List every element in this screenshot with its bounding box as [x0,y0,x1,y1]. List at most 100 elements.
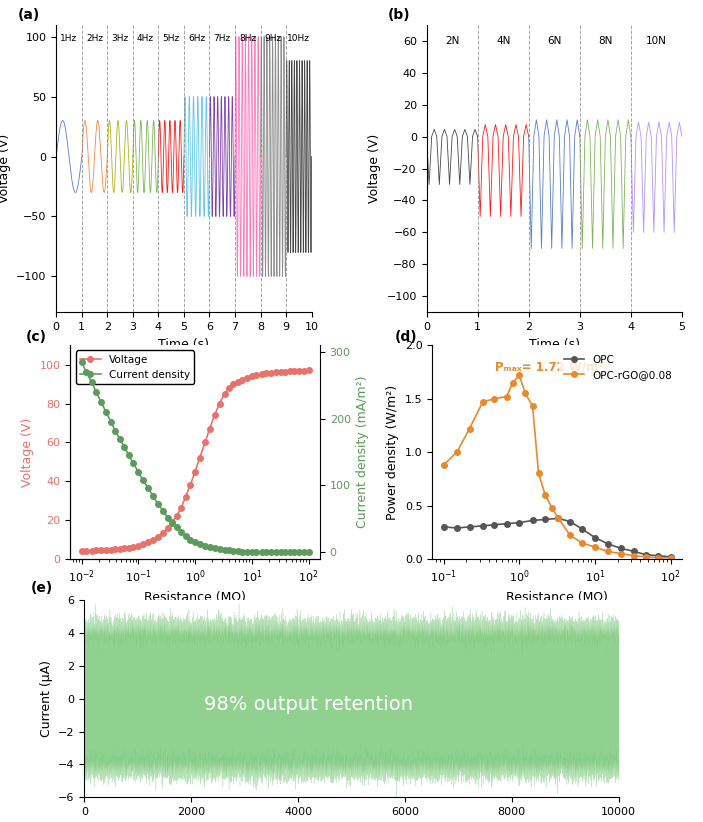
Text: 7Hz: 7Hz [214,34,231,43]
Voltage [129,542,138,552]
Voltage [138,539,147,549]
Voltage [176,504,185,514]
OPC [439,522,448,532]
Current density [272,547,280,557]
OPC-rGO@0.08 [439,460,448,470]
OPC-rGO@0.08 [591,543,599,552]
X-axis label: Resistance (MΩ): Resistance (MΩ) [144,591,246,604]
Voltage [87,546,96,556]
Current density [299,547,308,557]
Current density [201,541,209,551]
Voltage [181,492,190,501]
OPC-rGO@0.08 [521,389,529,399]
OPC-rGO@0.08 [604,547,612,556]
OPC [503,519,511,529]
Voltage [257,369,266,379]
Voltage [229,379,238,389]
OPC-rGO@0.08 [554,514,562,524]
Text: 8N: 8N [598,36,612,46]
OPC-rGO@0.08 [654,553,662,563]
Voltage [172,511,181,521]
Text: (c): (c) [25,330,46,344]
Current density [181,531,190,541]
OPC-rGO@0.08 [578,538,586,548]
Current density [295,547,303,557]
Current density [77,357,86,367]
Current density [304,547,313,557]
Voltage [252,371,261,381]
Voltage [186,480,195,490]
Current density [164,513,172,523]
Legend: Voltage, Current density: Voltage, Current density [75,350,194,384]
Text: 8Hz: 8Hz [239,34,257,43]
Current density [129,459,138,469]
Voltage [224,383,233,393]
Current density [191,538,200,547]
Text: 2N: 2N [445,36,459,46]
X-axis label: Resistance (MΩ): Resistance (MΩ) [506,591,608,604]
OPC [529,515,537,525]
Voltage [144,538,153,547]
Current density [138,475,147,485]
Voltage [205,424,214,434]
OPC [642,550,650,560]
OPC-rGO@0.08 [534,469,543,478]
Voltage [124,543,133,552]
OPC-rGO@0.08 [490,394,498,404]
OPC [453,523,461,533]
Voltage [134,541,143,551]
OPC [566,517,574,527]
Current density [195,539,204,549]
Current density [176,528,185,538]
Current density [215,544,224,554]
Voltage [304,366,313,376]
Voltage [281,367,290,376]
Current density [153,499,162,509]
Current density [205,543,214,552]
Y-axis label: Voltage (V): Voltage (V) [0,134,11,203]
Voltage [148,535,157,545]
OPC-rGO@0.08 [617,549,625,559]
OPC [591,533,599,543]
Voltage [210,410,219,420]
OPC [666,552,675,561]
OPC [554,514,562,524]
OPC [490,520,498,529]
OPC-rGO@0.08 [465,423,474,433]
Text: 10Hz: 10Hz [288,34,310,43]
Current density [134,467,143,477]
Current density [111,426,120,436]
Current density [285,547,294,557]
Current density [252,547,261,557]
Voltage [277,367,285,377]
Text: Pₘₐₓ= 1.72 W/m²: Pₘₐₓ= 1.72 W/m² [495,361,603,374]
Text: 9Hz: 9Hz [265,34,282,43]
Y-axis label: Voltage (V): Voltage (V) [368,134,381,203]
OPC [578,524,586,534]
Voltage [247,372,256,381]
Text: (e): (e) [31,581,53,595]
OPC-rGO@0.08 [515,370,524,380]
Current density [262,547,271,557]
OPC-rGO@0.08 [479,397,487,407]
Y-axis label: Power density (W/m²): Power density (W/m²) [386,385,399,520]
Voltage [285,367,294,376]
Current density [87,377,96,387]
Voltage [115,544,124,554]
Voltage [92,546,101,556]
OPC [654,551,662,561]
Voltage [201,437,209,447]
Current density [257,547,266,557]
Current density [148,492,157,501]
Current density [238,547,247,556]
Y-axis label: Current (μA): Current (μA) [39,660,53,737]
Line: OPC-rGO@0.08: OPC-rGO@0.08 [441,372,673,561]
Text: 2Hz: 2Hz [86,34,103,43]
Voltage [272,367,280,377]
Current density [102,407,110,417]
Current density [247,547,256,556]
Current density [233,547,242,556]
OPC-rGO@0.08 [529,401,537,411]
Current density [229,546,238,556]
OPC [630,547,638,556]
